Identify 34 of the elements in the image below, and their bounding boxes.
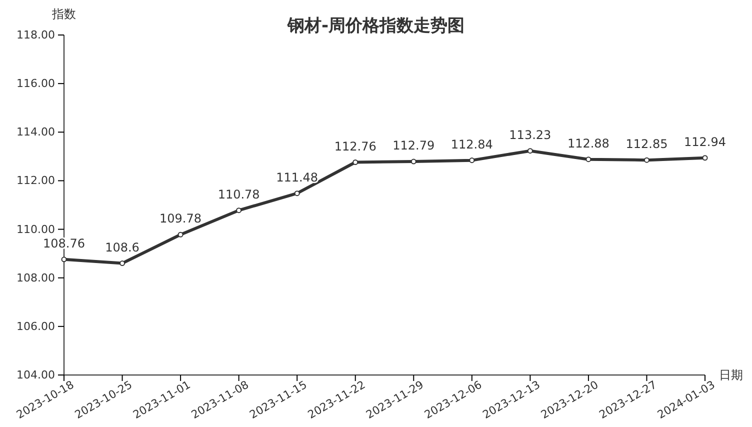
data-label: 112.88 [567, 136, 610, 150]
point [61, 256, 67, 262]
chart-title: 钢材-周价格指数走势图 [286, 16, 465, 36]
point [236, 208, 242, 214]
point [644, 157, 650, 163]
point [120, 260, 126, 266]
y-tick-label: 112.00 [16, 174, 55, 188]
point [586, 156, 592, 162]
data-label: 112.85 [626, 137, 668, 152]
data-label: 111.48 [276, 170, 318, 184]
y-tick-label: 108.00 [16, 271, 55, 284]
data-label: 113.23 [509, 128, 552, 142]
y-axis-title: 指数 [51, 7, 76, 21]
data-label: 110.78 [218, 187, 260, 202]
point [702, 155, 708, 161]
data-label: 112.76 [334, 139, 376, 154]
data-label: 112.79 [392, 138, 435, 153]
x-axis-title: 日期 [719, 368, 743, 382]
data-label: 112.84 [450, 137, 493, 152]
point [294, 190, 300, 196]
y-tick-label: 116.00 [16, 77, 55, 90]
data-label: 108.6 [105, 240, 140, 254]
y-tick-label: 106.00 [16, 320, 55, 333]
y-tick-label: 104.00 [16, 368, 55, 382]
y-tick-label: 118.00 [16, 28, 55, 42]
data-label: 109.78 [160, 212, 202, 226]
y-tick-label: 110.00 [16, 222, 55, 236]
point [352, 160, 358, 166]
point [469, 158, 475, 164]
point [410, 158, 416, 164]
point [178, 232, 184, 238]
data-label: 112.94 [684, 134, 726, 149]
y-tick-label: 114.00 [16, 126, 55, 139]
point [527, 148, 533, 154]
